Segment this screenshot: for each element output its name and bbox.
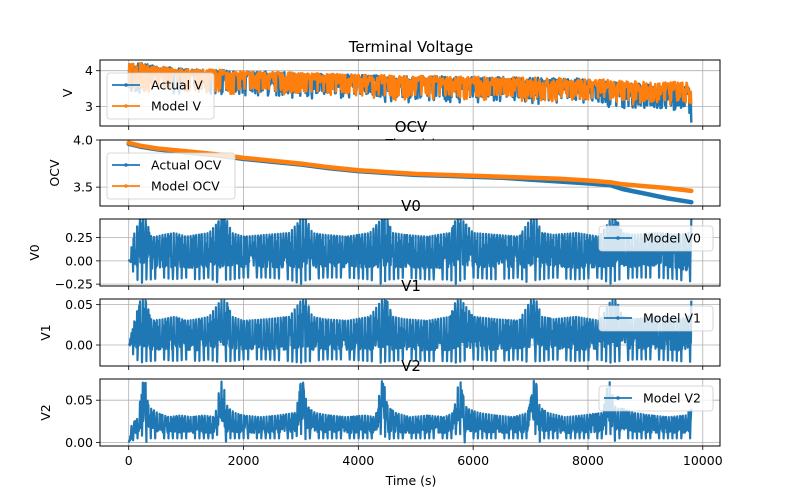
subplot-title: OCV	[395, 118, 428, 136]
axes-frame	[99, 298, 721, 367]
subplot-title: V0	[401, 197, 421, 215]
series-model-v0	[127, 219, 693, 286]
y-tick-label: −0.25	[55, 277, 93, 292]
legend-marker	[124, 83, 128, 87]
y-tick-label: 0.00	[65, 435, 93, 450]
x-axis-label-hidden: Time (s)	[385, 216, 437, 231]
legend-label: Actual OCV	[151, 158, 222, 173]
data-layer	[127, 379, 693, 444]
y-axis-label: OCV	[47, 159, 62, 187]
axes-frame	[99, 218, 721, 287]
legend-label: Model V0	[643, 231, 701, 246]
subplot-v2: 0 2000 4000 6000 8000 10000 0.00 0.05 V2 V2 Model …	[38, 357, 723, 468]
x-tick-label: 0	[125, 453, 133, 468]
x-axis-label: Time (s)	[385, 473, 437, 488]
legend-box	[598, 385, 714, 412]
y-tick-label: 0.05	[65, 393, 93, 408]
y-tick-label: 0.00	[65, 338, 93, 353]
y-axis-label: V2	[38, 404, 53, 421]
legend: Model V2	[598, 385, 714, 412]
x-axis-label-hidden: Time (s)	[385, 376, 437, 391]
subplot-title: V1	[401, 277, 421, 295]
series-model-v2	[127, 379, 693, 444]
subplot-title: V2	[401, 357, 421, 375]
legend-marker	[124, 184, 128, 188]
legend-label: Model V	[151, 99, 202, 114]
data-layer	[127, 299, 693, 364]
y-axis-label: V1	[38, 324, 53, 341]
legend-marker	[124, 163, 128, 167]
x-axis-label-hidden: Time (s)	[385, 136, 437, 151]
x-tick-label: 4000	[342, 453, 374, 468]
x-axis-label-hidden: Time (s)	[385, 296, 437, 311]
y-tick-label: 4	[85, 63, 93, 78]
legend-marker	[616, 236, 620, 240]
legend-label: Model V1	[643, 311, 701, 326]
x-tick-label: 2000	[228, 453, 260, 468]
legend-marker	[616, 316, 620, 320]
x-tick-label: 8000	[572, 453, 604, 468]
series-model-v	[127, 62, 693, 106]
y-tick-label: 0.05	[65, 297, 93, 312]
data-layer	[127, 62, 693, 123]
legend-box	[598, 225, 714, 252]
x-tick-label: 10000	[683, 453, 723, 468]
data-layer	[127, 219, 693, 286]
legend-box	[598, 305, 714, 332]
y-tick-label: 3.5	[73, 180, 93, 195]
subplot-v: 3 4 V Time (s) Terminal Voltage Actual V Model…	[60, 38, 721, 151]
y-tick-label: 0.00	[65, 253, 93, 268]
legend-label: Model OCV	[151, 179, 220, 194]
y-tick-label: 0.25	[65, 230, 93, 245]
y-axis-label: V	[60, 88, 75, 97]
legend-marker	[124, 104, 128, 108]
series-model-v1	[127, 299, 693, 364]
legend-label: Actual V	[151, 78, 203, 93]
axes-frame	[99, 378, 721, 447]
legend: Actual OCV Model OCV	[106, 152, 236, 200]
y-tick-label: 3	[85, 99, 93, 114]
axes-frame	[99, 59, 721, 127]
y-axis-label: V0	[27, 244, 42, 261]
legend-marker	[616, 396, 620, 400]
legend: Actual V Model V	[106, 72, 215, 120]
legend: Model V1	[598, 305, 714, 332]
subplot-title: Terminal Voltage	[348, 38, 473, 56]
x-tick-label: 6000	[457, 453, 489, 468]
legend-label: Model V2	[643, 391, 701, 406]
axes-frame	[99, 139, 721, 207]
legend: Model V0	[598, 225, 714, 252]
y-tick-label: 4.0	[73, 133, 93, 148]
